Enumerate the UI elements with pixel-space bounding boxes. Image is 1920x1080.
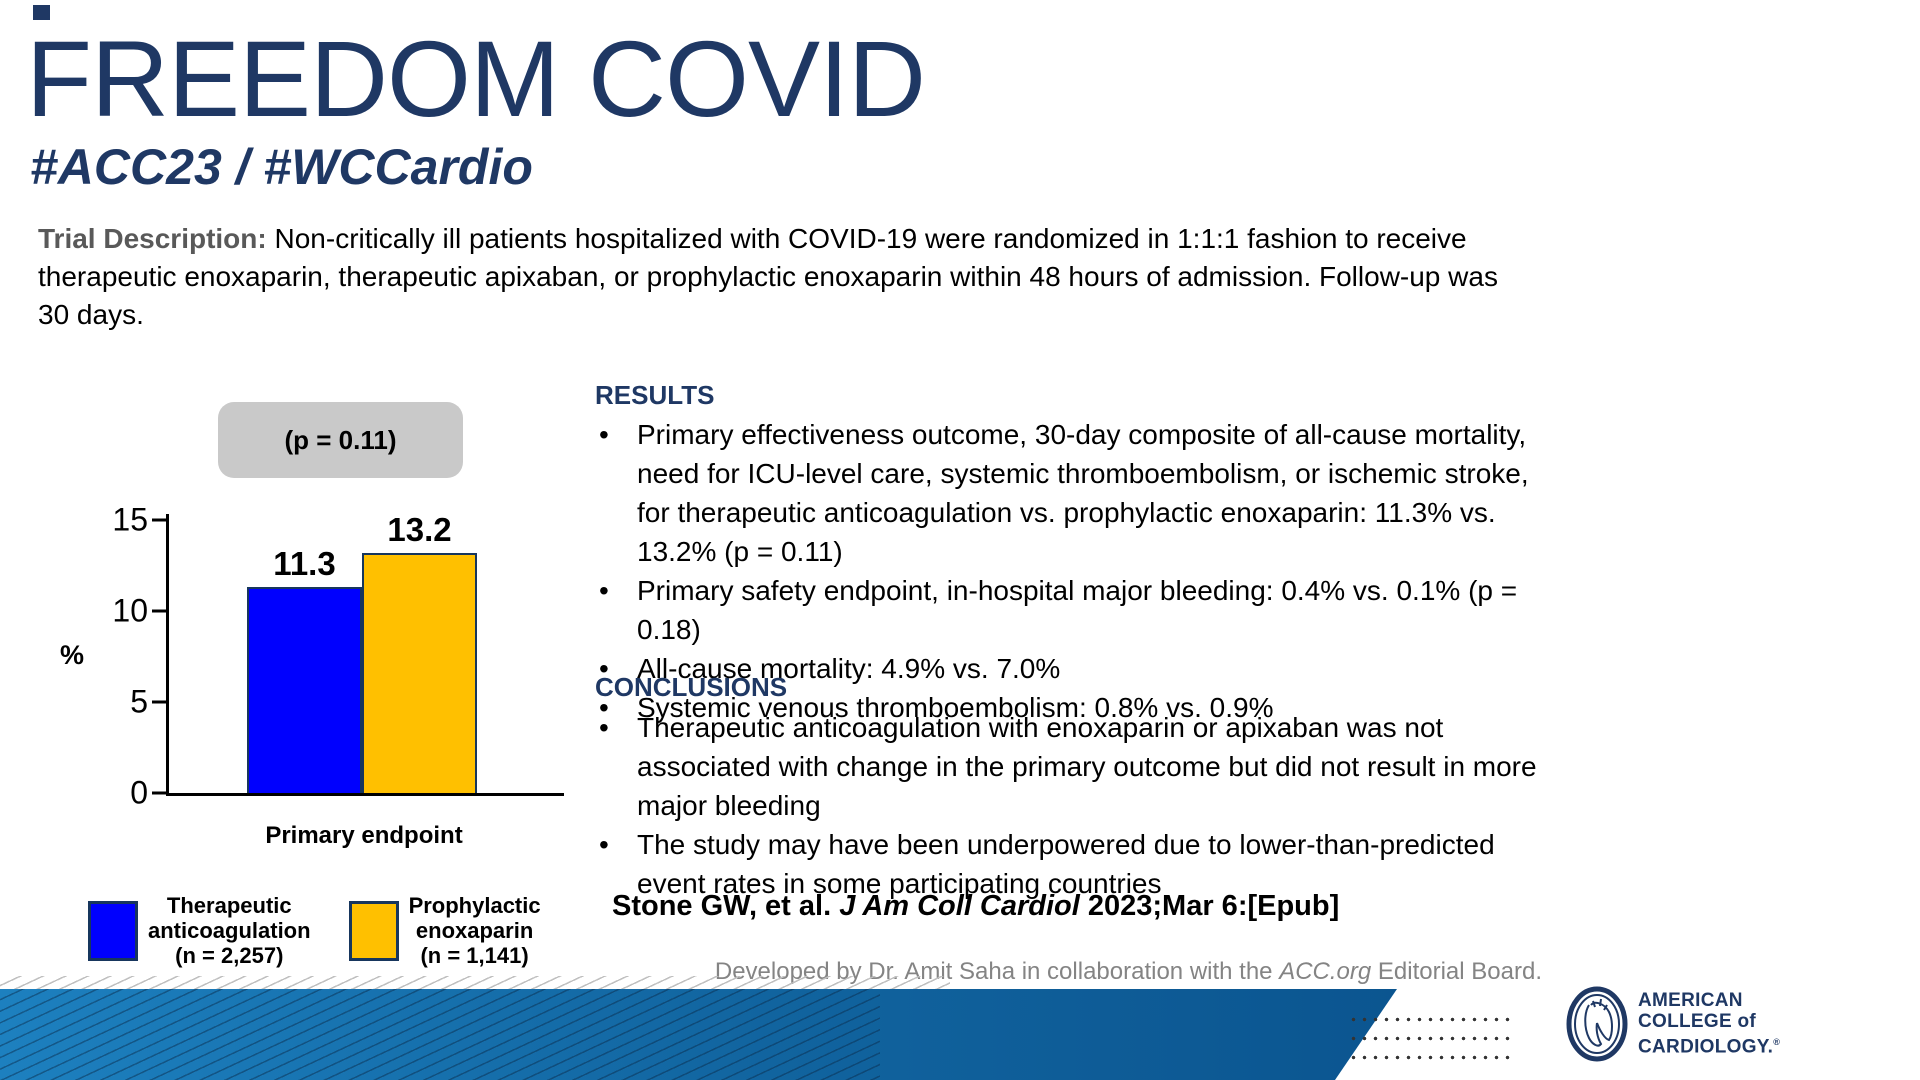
- chart-legend: Therapeutic anticoagulation (n = 2,257) …: [88, 893, 541, 968]
- bar-therapeutic-anticoagulation: 11.3: [247, 545, 362, 793]
- y-tick-label: 10: [112, 592, 148, 629]
- citation-authors: Stone GW, et al.: [612, 890, 840, 922]
- acc-logo-text: AMERICAN COLLEGE of CARDIOLOGY.®: [1638, 990, 1780, 1057]
- y-tick: 0: [100, 775, 166, 812]
- legend-label-line: anticoagulation: [148, 918, 311, 943]
- legend-swatch-blue: [88, 900, 138, 961]
- legend-label-line: Prophylactic: [408, 893, 541, 918]
- citation-journal: J Am Coll Cardiol: [839, 890, 1080, 922]
- citation-date: 2023;Mar 6:[Epub]: [1079, 890, 1340, 922]
- y-axis-label: %: [60, 640, 85, 670]
- logo-line-2: COLLEGE of: [1638, 1011, 1757, 1033]
- logo-line-3-text: CARDIOLOGY.: [1638, 1036, 1774, 1058]
- logo-line-1: AMERICAN: [1638, 990, 1743, 1012]
- y-tick-label: 5: [130, 683, 148, 720]
- bar-value-label: 13.2: [387, 511, 452, 548]
- page-title: FREEDOM COVID: [26, 18, 926, 139]
- citation: Stone GW, et al. J Am Coll Cardiol 2023;…: [612, 890, 1339, 923]
- x-axis-line: [166, 793, 564, 796]
- y-tick-label: 0: [130, 774, 148, 811]
- results-heading: RESULTS: [595, 380, 715, 410]
- legend-label-line: Therapeutic: [166, 893, 292, 918]
- registered-mark: ®: [1773, 1037, 1781, 1048]
- credit-accorg: ACC.org: [1279, 958, 1372, 985]
- page-subtitle: #ACC23 / #WCCardio: [30, 139, 533, 195]
- legend-label-therapeutic: Therapeutic anticoagulation (n = 2,257): [148, 893, 311, 968]
- p-value-box: (p = 0.11): [218, 402, 463, 478]
- dot-grid-pattern: [1348, 1010, 1512, 1062]
- trial-description-label: Trial Description:: [38, 223, 267, 254]
- hatch-pattern: [0, 976, 950, 990]
- y-axis-line: [166, 514, 169, 795]
- y-tick-mark: [152, 609, 166, 613]
- legend-label-line: enoxaparin: [415, 918, 534, 943]
- conclusions-heading: CONCLUSIONS: [595, 672, 788, 702]
- y-tick: 15: [100, 502, 166, 539]
- result-bullet: Primary effectiveness outcome, 30-day co…: [595, 415, 1545, 571]
- logo-line-3: CARDIOLOGY.®: [1638, 1032, 1781, 1058]
- bars: 11.3 13.2: [247, 511, 477, 793]
- result-bullet: All-cause mortality: 4.9% vs. 7.0%: [595, 649, 1545, 688]
- corner-accent: [33, 5, 50, 20]
- y-tick-mark: [152, 791, 166, 795]
- y-tick: 10: [100, 593, 166, 630]
- legend-label-line: (n = 1,141): [420, 943, 529, 968]
- p-value-text: (p = 0.11): [284, 424, 397, 455]
- conclusion-bullet: The study may have been underpowered due…: [595, 825, 1545, 903]
- bar-value-label: 11.3: [273, 545, 336, 582]
- legend-swatch-gold: [348, 900, 399, 961]
- y-tick-label: 15: [112, 501, 148, 538]
- acc-logo: AMERICAN COLLEGE of CARDIOLOGY.®: [1566, 986, 1780, 1062]
- result-bullet: Primary safety endpoint, in-hospital maj…: [595, 571, 1545, 649]
- conclusions-list: Therapeutic anticoagulation with enoxapa…: [595, 708, 1545, 903]
- legend-item-prophylactic: Prophylactic enoxaparin (n = 1,141): [348, 893, 541, 968]
- conclusion-bullet: Therapeutic anticoagulation with enoxapa…: [595, 708, 1545, 825]
- bar-prophylactic-enoxaparin: 13.2: [362, 511, 477, 793]
- results-list: Primary effectiveness outcome, 30-day co…: [595, 415, 1545, 727]
- y-tick: 5: [100, 684, 166, 721]
- x-axis-category-label: Primary endpoint: [265, 822, 463, 849]
- bottom-blue-band: [0, 989, 1397, 1080]
- legend-label-line: (n = 2,257): [175, 943, 284, 968]
- band-hatch-pattern: [0, 989, 880, 1080]
- trial-description: Trial Description: Non-critically ill pa…: [38, 220, 1528, 334]
- legend-label-prophylactic: Prophylactic enoxaparin (n = 1,141): [409, 893, 541, 968]
- y-tick-mark: [152, 518, 166, 522]
- trial-description-text: Non-critically ill patients hospitalized…: [38, 223, 1498, 330]
- y-axis-ticks: 0 5 10 15: [96, 502, 166, 811]
- y-tick-mark: [152, 700, 166, 704]
- credit-text-end: Editorial Board.: [1371, 958, 1542, 985]
- acc-heart-emblem-icon: [1566, 986, 1628, 1062]
- legend-item-therapeutic: Therapeutic anticoagulation (n = 2,257): [88, 893, 311, 968]
